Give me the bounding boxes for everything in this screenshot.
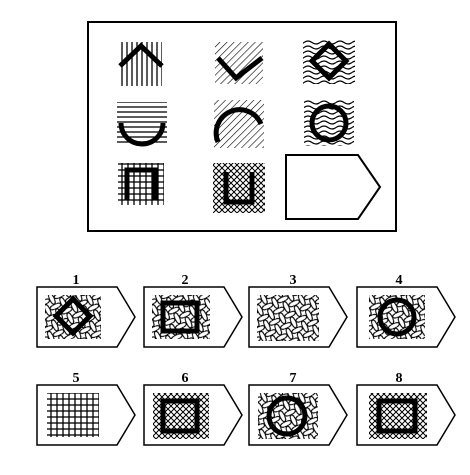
square-open-bottom-shape <box>124 167 158 200</box>
option-label-6: 6 <box>182 371 189 386</box>
matrix-cell-r2c2 <box>213 100 264 148</box>
square-shape <box>160 300 200 334</box>
matrix-cell-r2c1 <box>117 102 167 147</box>
option-label-8: 8 <box>396 371 403 386</box>
option-card-5[interactable] <box>36 384 136 446</box>
option-label-4: 4 <box>396 273 403 288</box>
matrix-cell-r1c3 <box>303 40 355 84</box>
matrix-cell-r2c3 <box>304 100 354 146</box>
square-shape <box>376 398 418 434</box>
option-label-3: 3 <box>290 273 297 288</box>
matrix-cell-r1c2 <box>215 42 264 84</box>
option-card-6[interactable] <box>143 384 243 446</box>
diamond-shape <box>52 295 94 337</box>
option-card-8[interactable] <box>356 384 456 446</box>
option-card-7[interactable] <box>248 384 348 446</box>
square-open-top-shape <box>223 172 255 205</box>
matrix-cell-r3c1 <box>118 163 164 205</box>
check-v-shape <box>216 56 264 82</box>
arc-bottom-shape <box>118 122 166 147</box>
caret-up-shape <box>118 42 164 68</box>
diamond-shape <box>308 40 350 82</box>
circle-shape <box>266 395 308 437</box>
option-label-2: 2 <box>182 273 189 288</box>
option-label-5: 5 <box>73 371 80 386</box>
option-card-1[interactable] <box>36 286 136 348</box>
option-label-7: 7 <box>290 371 297 386</box>
square-shape <box>160 398 200 434</box>
circle-shape <box>377 297 417 337</box>
arc-top-shape <box>213 107 264 143</box>
option-card-3[interactable] <box>248 286 348 348</box>
circle-shape <box>309 103 349 143</box>
option-card-4[interactable] <box>356 286 456 348</box>
matrix-cell-r3c3-answer-slot <box>285 154 382 220</box>
matrix-cell-r1c1 <box>118 42 164 86</box>
option-card-2[interactable] <box>143 286 243 348</box>
option-label-1: 1 <box>73 273 80 288</box>
matrix-cell-r3c2 <box>213 163 265 213</box>
